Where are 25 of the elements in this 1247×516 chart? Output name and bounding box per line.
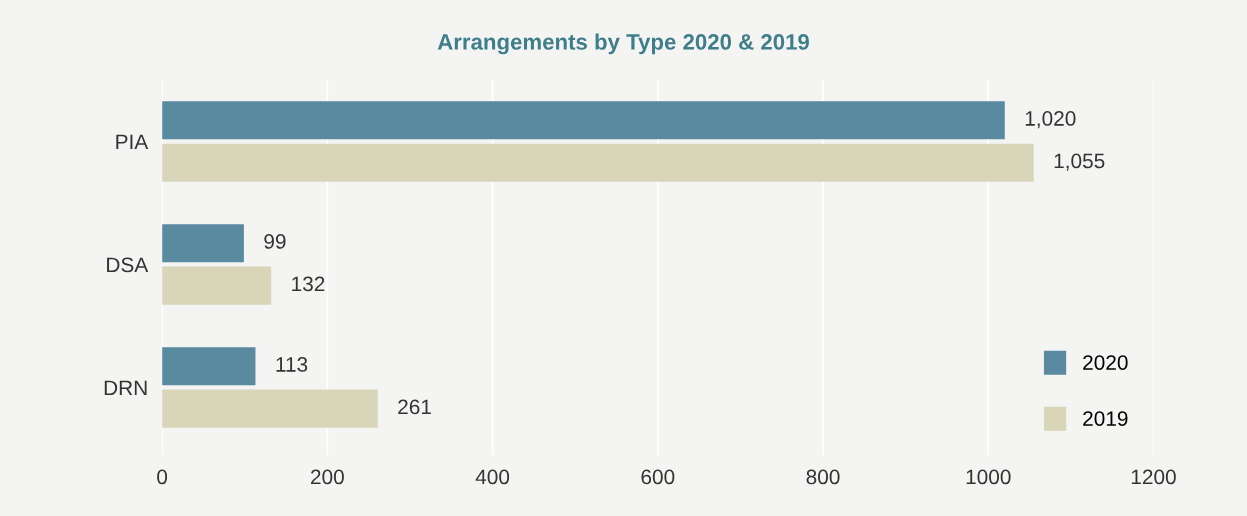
x-tick-label: 200 [311,469,344,485]
data-label: 1,055 [1054,153,1105,171]
legend-label: 2019 [1083,411,1128,426]
data-label: 1,020 [1025,111,1076,129]
bar [162,266,272,305]
bar [162,347,256,386]
legend-label: 2020 [1083,355,1128,370]
bar [162,224,244,263]
data-label: 113 [276,357,308,372]
x-tick-label: 400 [475,469,510,485]
x-tick-label: 1200 [1131,469,1176,485]
bar [162,143,1034,182]
data-label: 99 [264,234,286,249]
x-tick-label: 0 [157,469,168,485]
chart-title: Arrangements by Type 2020 & 2019 [437,33,809,55]
x-tick-label: 800 [806,469,840,485]
x-tick-label: 600 [641,469,675,485]
bar [162,101,1005,140]
y-tick-label: DRN [104,380,147,396]
data-label: 132 [292,276,325,292]
y-tick-label: DSA [107,257,149,273]
bar [162,389,378,428]
x-tick-label: 1000 [966,469,1011,485]
data-label: 261 [398,399,431,415]
y-tick-label: PIA [116,134,149,150]
